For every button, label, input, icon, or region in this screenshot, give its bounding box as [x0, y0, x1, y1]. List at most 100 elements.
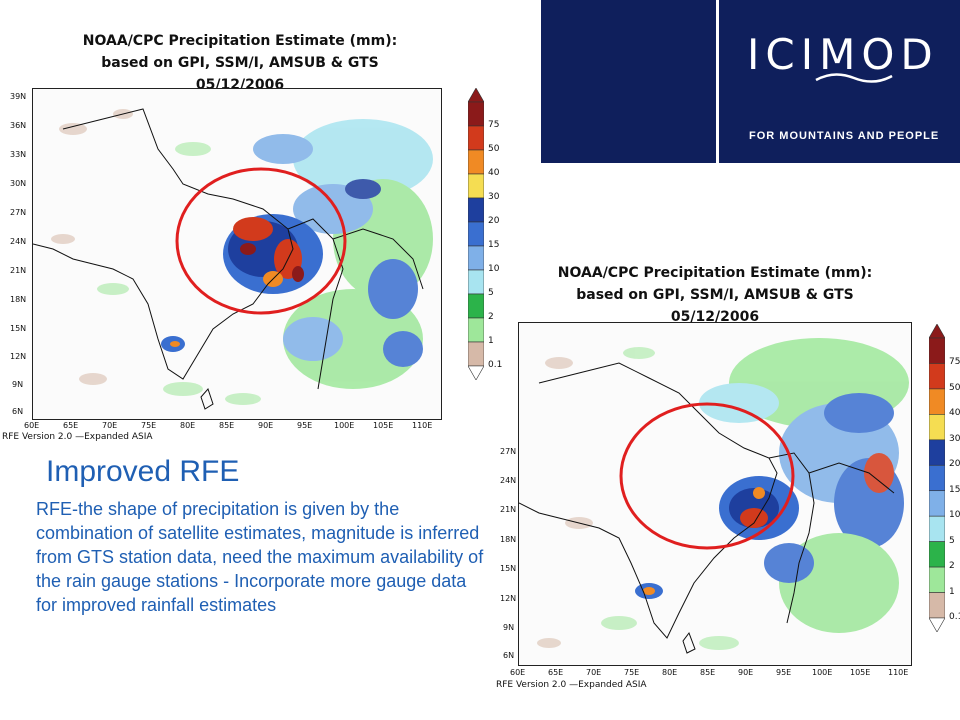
bottom-scale-swatch [928, 515, 946, 542]
top-lat-label: 6N [12, 407, 24, 416]
bottom-lon-label: 65E [548, 668, 564, 677]
slide-heading: Improved RFE [46, 455, 240, 488]
top-scale-swatch [467, 197, 485, 223]
top-lat-label: 30N [10, 179, 27, 188]
top-lon-label: 65E [63, 421, 79, 430]
logo-navy-block [541, 0, 719, 163]
bottom-color-scale [928, 323, 946, 633]
bottom-lat-label: 21N [500, 505, 517, 514]
logo-divider [716, 0, 719, 163]
bottom-scale-swatch [928, 566, 946, 593]
bottom-lon-label: 90E [738, 668, 754, 677]
top-lon-label: 110E [412, 421, 433, 430]
top-color-scale [467, 87, 485, 381]
top-scale-swatch [467, 149, 485, 175]
bottom-lat-label: 18N [500, 535, 517, 544]
bottom-scale-swatch [928, 541, 946, 568]
top-scale-swatch [467, 245, 485, 271]
bottom-map-graphic [519, 338, 909, 654]
bottom-scale-label: 75 [949, 357, 960, 368]
top-scale-label: 30 [488, 192, 500, 202]
bottom-map-title-line-2: based on GPI, SSM/I, AMSUB & GTS [576, 287, 854, 303]
bottom-scale-label: 40 [949, 408, 960, 419]
top-lon-label: 60E [24, 421, 40, 430]
top-scale-swatch [467, 317, 485, 343]
bottom-lon-label: 80E [662, 668, 678, 677]
slide-body-text: RFE-the shape of precipitation is given … [36, 499, 484, 615]
top-scale-bottom-arrow [467, 365, 485, 381]
bottom-scale-label: 2 [949, 561, 955, 572]
bottom-lon-label: 110E [888, 668, 909, 677]
bottom-map-title-line-1: NOAA/CPC Precipitation Estimate (mm): [557, 265, 873, 281]
bottom-scale-label: 50 [949, 382, 960, 393]
top-precipitation-map [32, 88, 442, 420]
top-lat-label: 12N [10, 352, 27, 361]
top-lon-label: 105E [373, 421, 394, 430]
top-lat-label: 36N [10, 121, 27, 130]
bottom-scale-label: 0.1 [949, 612, 960, 622]
bottom-lat-label: 6N [503, 651, 515, 660]
top-lat-label: 21N [10, 266, 27, 275]
bottom-lon-label: 85E [700, 668, 716, 677]
top-scale-swatch [467, 269, 485, 295]
bottom-scale-top-arrow [928, 323, 946, 339]
top-scale-label: 1 [488, 336, 494, 346]
top-map-title: NOAA/CPC Precipitation Estimate (mm): ba… [40, 30, 440, 96]
top-map-caption: RFE Version 2.0 —Expanded ASIA [2, 432, 153, 442]
top-scale-label: 2 [488, 312, 494, 322]
bottom-scale-bottom-arrow [928, 617, 946, 633]
top-scale-swatch [467, 173, 485, 199]
top-scale-swatch [467, 293, 485, 319]
top-lon-label: 85E [219, 421, 235, 430]
bottom-lat-label: 12N [500, 594, 517, 603]
top-lat-label: 9N [12, 380, 24, 389]
top-lat-label: 33N [10, 150, 27, 159]
top-scale-swatch [467, 101, 485, 127]
bottom-lat-label: 27N [500, 447, 517, 456]
top-scale-label: 10 [488, 264, 500, 274]
top-scale-swatch [467, 221, 485, 247]
bottom-scale-label: 30 [949, 433, 960, 444]
bottom-map-title: NOAA/CPC Precipitation Estimate (mm): ba… [515, 262, 915, 328]
top-map-title-line-2: based on GPI, SSM/I, AMSUB & GTS [101, 55, 379, 71]
icimod-logo: ICIMOD FOR MOUNTAINS AND PEOPLE [541, 0, 960, 163]
bottom-map-title-line-3: 05/12/2006 [670, 309, 760, 325]
bottom-lon-label: 70E [586, 668, 602, 677]
top-scale-top-arrow [467, 87, 485, 103]
bottom-map-caption: RFE Version 2.0 —Expanded ASIA [496, 680, 647, 690]
top-scale-label: 40 [488, 168, 500, 178]
top-lon-label: 70E [102, 421, 118, 430]
bottom-lon-label: 105E [850, 668, 871, 677]
bottom-scale-swatch [928, 490, 946, 517]
top-scale-label: 15 [488, 240, 500, 250]
top-lat-label: 27N [10, 208, 27, 217]
top-lon-label: 90E [258, 421, 274, 430]
top-scale-swatch [467, 125, 485, 151]
bottom-scale-swatch [928, 439, 946, 466]
top-scale-label: 50 [488, 144, 500, 154]
bottom-lat-label: 24N [500, 476, 517, 485]
bottom-scale-swatch [928, 592, 946, 619]
bottom-scale-label: 1 [949, 586, 955, 597]
bottom-scale-swatch [928, 363, 946, 390]
top-lon-label: 95E [297, 421, 313, 430]
logo-wordmark: ICIMOD [747, 30, 939, 79]
bottom-lat-label: 15N [500, 564, 517, 573]
bottom-color-scale-graphic [928, 323, 946, 633]
top-color-scale-graphic [467, 87, 485, 381]
bottom-precipitation-map [518, 322, 912, 666]
top-lon-label: 100E [334, 421, 355, 430]
bottom-scale-label: 15 [949, 484, 960, 495]
bottom-scale-label: 5 [949, 535, 955, 546]
bottom-lon-label: 95E [776, 668, 792, 677]
logo-tagline: FOR MOUNTAINS AND PEOPLE [749, 130, 940, 142]
wave-icon [815, 73, 893, 83]
bottom-lat-label: 9N [503, 623, 515, 632]
top-lat-label: 18N [10, 295, 27, 304]
top-scale-label: 5 [488, 288, 494, 298]
top-lat-label: 24N [10, 237, 27, 246]
top-lat-label: 15N [10, 324, 27, 333]
bottom-scale-label: 10 [949, 510, 960, 521]
top-lon-label: 75E [141, 421, 157, 430]
top-lon-label: 80E [180, 421, 196, 430]
